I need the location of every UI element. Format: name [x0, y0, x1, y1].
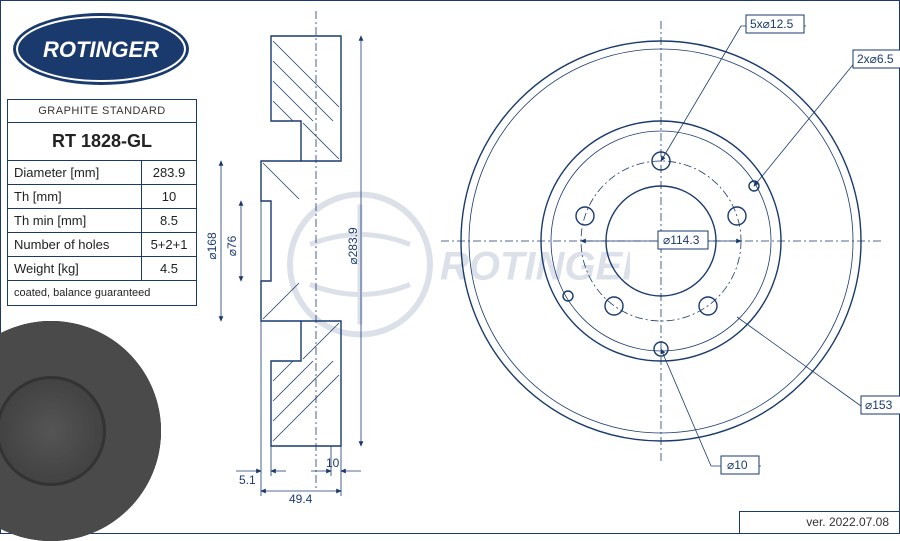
spec-label: Diameter [mm] [8, 161, 142, 185]
callout-pcd: ⌀114.3 [663, 233, 700, 247]
spec-value: 283.9 [142, 161, 197, 185]
callout-5x: 5x⌀12.5 [750, 17, 794, 31]
version-label: ver. 2022.07.08 [806, 515, 889, 529]
spec-label: Th [mm] [8, 185, 142, 209]
spec-row: Th [mm] 10 [8, 185, 197, 209]
spec-row: Th min [mm] 8.5 [8, 209, 197, 233]
spec-label: Number of holes [8, 233, 142, 257]
trademark-symbol: ® [177, 25, 185, 36]
spec-subtitle-row: GRAPHITE STANDARD [8, 100, 197, 123]
dim-5-1: 5.1 [239, 473, 256, 487]
spec-value: 8.5 [142, 209, 197, 233]
dim-d283: ⌀283.9 [346, 227, 360, 265]
spec-note-row: coated, balance guaranteed [8, 281, 197, 306]
part-number-row: RT 1828-GL [8, 123, 197, 161]
part-number: RT 1828-GL [8, 123, 197, 161]
technical-drawing: ⌀76 ⌀168 ⌀283.9 5.1 10 [201, 1, 900, 511]
dim-th10: 10 [326, 456, 340, 470]
dim-d168: ⌀168 [205, 232, 219, 260]
page: ROTINGER ® GRAPHITE STANDARD RT 1828-GL … [0, 0, 900, 534]
brand-logo: ROTINGER ® [9, 9, 194, 89]
spec-row: Diameter [mm] 283.9 [8, 161, 197, 185]
front-view: ⌀114.3 ⌀153 ⌀10 5x⌀12.5 [441, 15, 900, 474]
spec-row: Number of holes 5+2+1 [8, 233, 197, 257]
brand-text: ROTINGER [43, 37, 159, 62]
spec-label: Weight [kg] [8, 257, 142, 281]
spec-note: coated, balance guaranteed [8, 281, 197, 306]
spec-table: GRAPHITE STANDARD RT 1828-GL Diameter [m… [7, 99, 197, 306]
dim-d76: ⌀76 [225, 235, 239, 256]
spec-label: Th min [mm] [8, 209, 142, 233]
callout-2x: 2x⌀6.5 [857, 52, 894, 66]
dim-49-4: 49.4 [289, 492, 313, 506]
callout-d10: ⌀10 [727, 458, 748, 472]
spec-row: Weight [kg] 4.5 [8, 257, 197, 281]
callout-d153: ⌀153 [865, 398, 893, 412]
spec-value: 10 [142, 185, 197, 209]
spec-value: 4.5 [142, 257, 197, 281]
side-view: ⌀76 ⌀168 ⌀283.9 5.1 10 [205, 11, 361, 506]
disc-photo [0, 321, 161, 541]
spec-value: 5+2+1 [142, 233, 197, 257]
spec-subtitle: GRAPHITE STANDARD [8, 100, 197, 123]
